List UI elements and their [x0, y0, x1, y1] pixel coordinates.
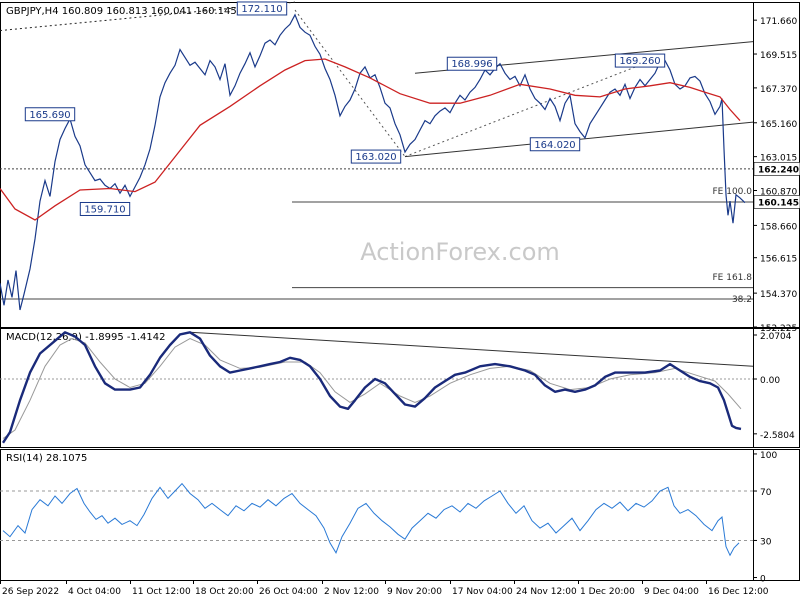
macd-header: MACD(12,26,9) -1.8995 -1.4142 — [6, 332, 166, 343]
x-tick-label: 17 Nov 04:00 — [452, 587, 513, 597]
rsi-y-tick-label: 30 — [760, 537, 772, 547]
price-y-tick-label: 171.660 — [760, 17, 797, 27]
price-trendline — [294, 9, 406, 157]
rsi-y-tick-label: 70 — [760, 488, 772, 498]
price-annotation-box — [79, 201, 131, 216]
price-series-line — [0, 13, 746, 311]
rsi-pane-frame — [0, 449, 800, 581]
macd-y-tick-label: 2.0704 — [760, 332, 792, 342]
price-annotation-label: 169.260 — [619, 56, 660, 67]
highlighted-level-box — [753, 162, 800, 176]
price-annotation-box — [236, 1, 288, 16]
price-annotation-box — [350, 149, 402, 164]
x-tick-label: 2 Nov 12:00 — [324, 587, 379, 597]
price-annotation-label: 168.996 — [451, 59, 492, 70]
fib-level-label: FE 161.8 — [713, 273, 753, 283]
price-annotation-box — [529, 137, 581, 152]
x-tick-label: 16 Dec 12:00 — [708, 587, 769, 597]
macd-line — [1, 331, 742, 444]
price-annotation-box — [614, 53, 666, 68]
current-price-box — [753, 195, 800, 209]
price-annotation-label: 163.020 — [355, 152, 396, 163]
macd-y-tick-label: -2.5804 — [760, 431, 795, 441]
x-tick-label: 18 Oct 20:00 — [195, 587, 254, 597]
x-tick-label: 11 Oct 12:00 — [132, 587, 191, 597]
rsi-header: RSI(14) 28.1075 — [6, 453, 87, 464]
rsi-y-tick-label: 0 — [760, 575, 766, 585]
x-tick-label: 4 Oct 04:00 — [68, 587, 121, 597]
price-y-tick-label: 167.370 — [760, 85, 797, 95]
macd-signal-line — [2, 338, 742, 439]
watermark-text: ActionForex.com — [360, 238, 560, 266]
price-annotation-box — [446, 56, 498, 71]
x-tick-label: 9 Dec 04:00 — [644, 587, 699, 597]
x-tick-label: 26 Oct 04:00 — [259, 587, 318, 597]
price-y-tick-label: 163.015 — [760, 154, 797, 164]
current-price-label: 160.145 — [758, 198, 799, 208]
macd-pane-frame — [0, 328, 800, 448]
macd-trendline — [189, 331, 754, 367]
price-annotation-label: 172.110 — [241, 4, 282, 15]
price-pane-frame — [0, 2, 800, 328]
x-tick-label: 24 Nov 12:00 — [516, 587, 577, 597]
moving-average-line — [0, 58, 741, 221]
rsi-line — [2, 482, 740, 557]
fib-level-label: FE 100.0 — [713, 187, 753, 197]
price-y-tick-label: 156.615 — [760, 255, 797, 265]
price-y-tick-label: 152.225 — [760, 324, 797, 334]
x-tick-label: 1 Dec 20:00 — [580, 587, 635, 597]
price-y-tick-label: 165.160 — [760, 120, 797, 130]
price-header: GBPJPY,H4 160.809 160.813 160.041 160.14… — [6, 6, 237, 17]
price-annotation-label: 159.710 — [84, 204, 125, 215]
price-y-tick-label: 158.660 — [760, 222, 797, 232]
macd-y-tick-label: 0.00 — [760, 376, 780, 386]
price-y-tick-label: 160.870 — [760, 188, 797, 198]
x-tick-label: 9 Nov 20:00 — [387, 587, 442, 597]
fib-level-label: 38.2 — [732, 295, 752, 305]
price-y-tick-label: 169.515 — [760, 51, 797, 61]
price-y-tick-label: 154.370 — [760, 290, 797, 300]
highlighted-level-label: 162.240 — [758, 165, 799, 175]
price-annotation-label: 165.690 — [29, 110, 70, 121]
price-annotation-box — [24, 107, 76, 122]
price-annotation-label: 164.020 — [534, 140, 575, 151]
price-trendline — [404, 56, 661, 158]
x-tick-label: 26 Sep 2022 — [2, 587, 59, 597]
rsi-y-tick-label: 100 — [760, 451, 777, 461]
